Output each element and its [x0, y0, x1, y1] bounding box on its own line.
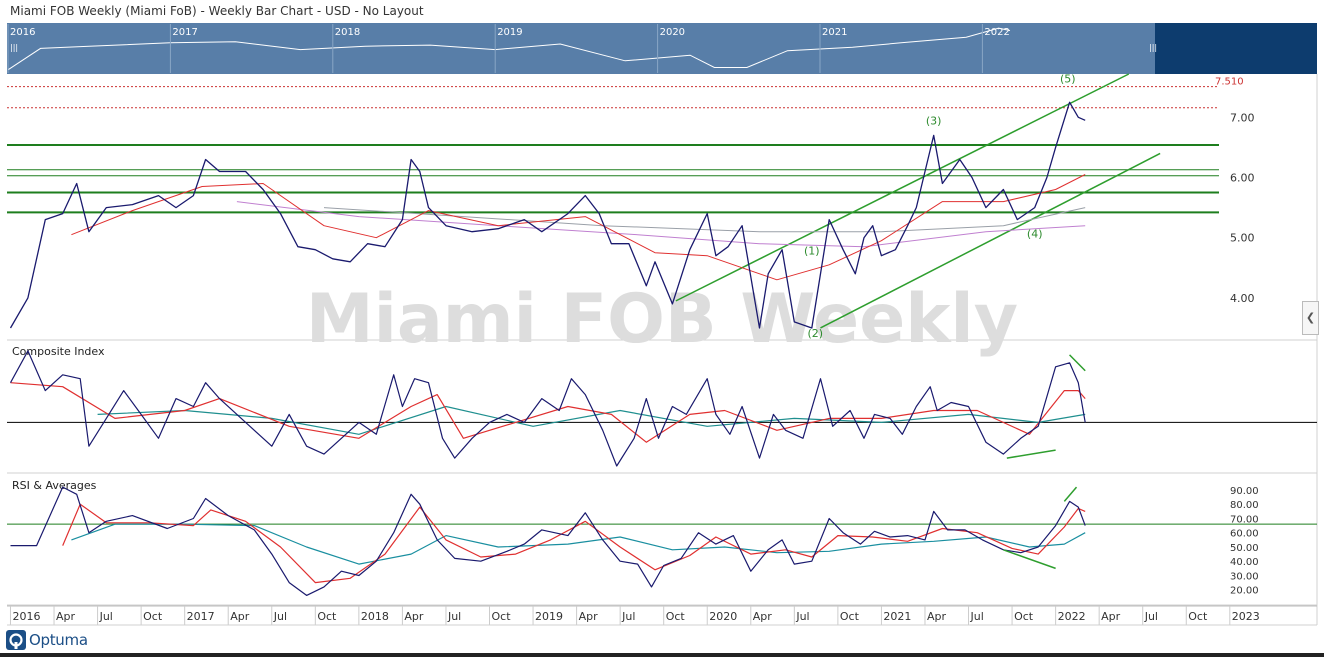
rsi-panel-title: RSI & Averages — [12, 479, 97, 492]
price-axis-tick: 4.00 — [1230, 292, 1255, 305]
watermark-text: Miami FOB Weekly — [306, 280, 1018, 359]
rsi-divergence-line — [1063, 486, 1078, 502]
time-axis-tick-label: 2018 — [361, 610, 389, 623]
time-axis-tick-label: Jul — [795, 610, 809, 623]
brand-name: Optuma — [29, 631, 88, 649]
price-series-price — [9, 101, 1086, 329]
time-axis-tick-label: Apr — [927, 610, 947, 623]
rsi-axis-tick: 80.00 — [1230, 500, 1259, 511]
rsi-divergence-line — [1003, 549, 1056, 570]
rsi-axis-tick: 50.00 — [1230, 543, 1259, 554]
price-axis-tick: 5.00 — [1230, 232, 1255, 245]
chart-title: Miami FOB Weekly (Miami FoB) - Weekly Ba… — [10, 4, 424, 18]
time-axis-tick-label: Apr — [56, 610, 76, 623]
composite-divergence-line — [1006, 449, 1056, 459]
navigator-year-label: 2019 — [497, 27, 522, 38]
time-axis-tick-label: Oct — [1014, 610, 1034, 623]
time-axis-tick-label: Oct — [1188, 610, 1208, 623]
target-label: 7.510 — [1215, 77, 1244, 88]
composite-series-composite — [9, 350, 1086, 467]
rsi-axis-tick: 60.00 — [1230, 529, 1259, 540]
bottom-border — [0, 653, 1324, 657]
time-axis-tick-label: Jul — [970, 610, 984, 623]
time-axis-tick-label: Oct — [840, 610, 860, 623]
elliott-wave-label: (5) — [1060, 72, 1076, 85]
navigator-grip-left: ||| — [10, 43, 18, 52]
time-axis-tick-label: Apr — [1101, 610, 1121, 623]
time-axis-tick-label: 2020 — [709, 610, 737, 623]
navigator-year-label: 2016 — [10, 27, 35, 38]
composite-series-composite_slow — [97, 405, 1086, 435]
rsi-axis-tick: 30.00 — [1230, 571, 1259, 582]
rsi-axis-tick: 40.00 — [1230, 557, 1259, 568]
time-axis-tick-label: 2019 — [535, 610, 563, 623]
time-axis-tick-label: Apr — [404, 610, 424, 623]
elliott-wave-label: (4) — [1027, 228, 1043, 241]
navigator-grip-right: ||| — [1149, 43, 1157, 52]
time-axis-tick-label: 2017 — [187, 610, 215, 623]
time-axis-tick-label: Jul — [99, 610, 113, 623]
time-axis-tick-label: Jul — [1144, 610, 1158, 623]
time-axis-tick-label: Apr — [230, 610, 250, 623]
time-axis-tick-label: Oct — [666, 610, 686, 623]
composite-series-composite_fast — [10, 382, 1086, 443]
time-axis-tick-label: Oct — [143, 610, 163, 623]
composite-panel-title: Composite Index — [12, 345, 105, 358]
time-axis-tick-label: 2023 — [1232, 610, 1260, 623]
rsi-series-rsi_avg_slow — [71, 523, 1086, 565]
time-axis-tick-label: 2021 — [883, 610, 911, 623]
rsi-axis-tick: 20.00 — [1230, 586, 1259, 597]
price-series-avg_gray — [323, 207, 1086, 233]
navigator-price-line — [7, 27, 1011, 71]
navigator-strip[interactable] — [7, 23, 1317, 74]
chevron-left-icon: ❮ — [1305, 311, 1316, 324]
time-axis-tick-label: 2022 — [1058, 610, 1086, 623]
channel-lower-line — [820, 152, 1161, 329]
price-series-avg_purple — [236, 201, 1086, 248]
optuma-logo: Optuma — [6, 630, 88, 650]
time-axis-tick-label: Apr — [753, 610, 773, 623]
navigator-dark-area[interactable] — [1155, 23, 1317, 74]
navigator-year-label: 2020 — [660, 27, 685, 38]
time-axis-tick-label: 2016 — [12, 610, 40, 623]
time-axis-tick-label: Jul — [273, 610, 287, 623]
time-axis-tick-label: Jul — [447, 610, 461, 623]
time-axis-tick-label: Apr — [579, 610, 599, 623]
rsi-axis-tick: 70.00 — [1230, 514, 1259, 525]
navigator-year-label: 2018 — [335, 27, 360, 38]
collapse-panel-button[interactable]: ❮ — [1302, 301, 1319, 335]
composite-divergence-line — [1069, 354, 1086, 372]
time-axis-tick-label: Jul — [621, 610, 635, 623]
channel-upper-line — [675, 73, 1130, 302]
rsi-series-rsi — [10, 486, 1086, 597]
rsi-axis-tick: 90.00 — [1230, 486, 1259, 497]
time-axis-tick-label: Oct — [317, 610, 337, 623]
elliott-wave-label: (3) — [926, 115, 942, 128]
elliott-wave-label: (1) — [804, 245, 820, 258]
optuma-logo-icon — [6, 630, 26, 650]
time-axis-tick-label: Oct — [492, 610, 512, 623]
elliott-wave-label: (2) — [807, 327, 823, 340]
navigator-year-label: 2021 — [822, 27, 847, 38]
price-axis-tick: 7.00 — [1230, 111, 1255, 124]
navigator-year-label: 2022 — [984, 27, 1009, 38]
price-axis-tick: 6.00 — [1230, 172, 1255, 185]
navigator-year-label: 2017 — [172, 27, 197, 38]
price-series-avg_red — [71, 174, 1086, 281]
